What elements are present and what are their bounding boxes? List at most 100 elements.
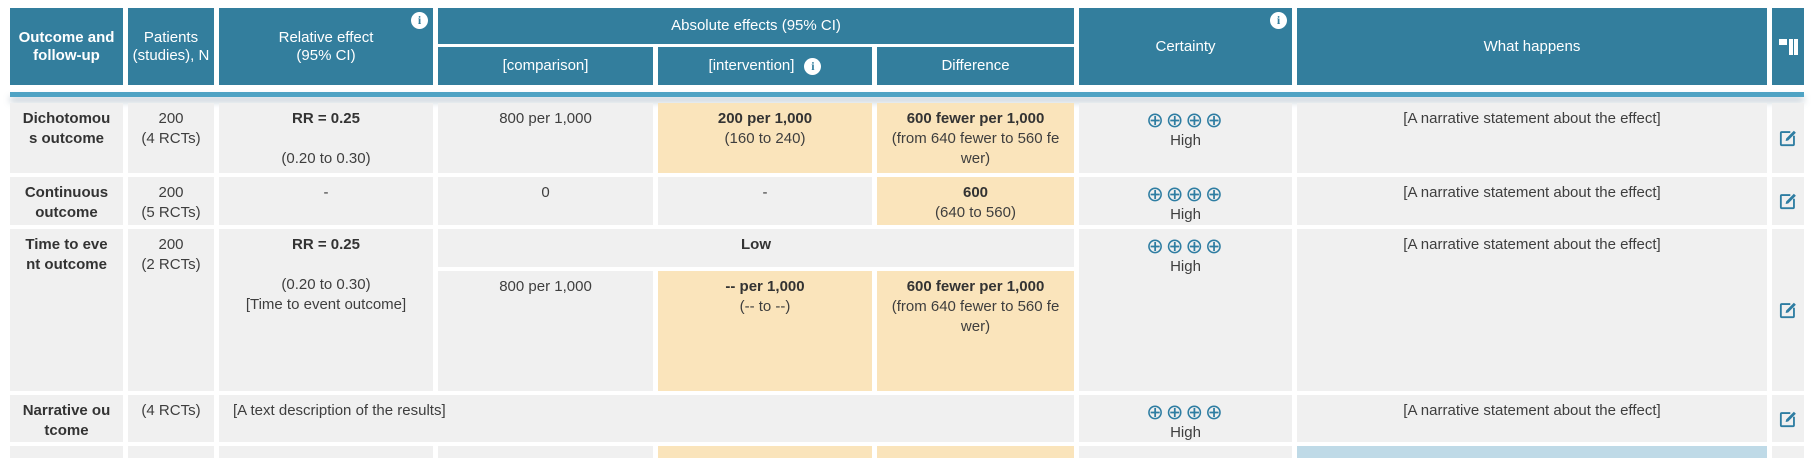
difference-value: 600 fewer per 1,000 xyxy=(906,278,1045,295)
intervention-ci: (-- to --) xyxy=(739,298,791,315)
cell-edit xyxy=(1772,395,1804,442)
intervention-value: -- per 1,000 xyxy=(725,278,805,295)
cell-patients: (4 RCTs) xyxy=(128,395,214,442)
table-body: Dichotomous outcome 200 (4 RCTs) RR = 0.… xyxy=(10,103,1804,458)
cell-certainty: ⊕⊕⊕⊕ High xyxy=(1079,103,1292,173)
patients-n: 200 xyxy=(158,110,184,127)
difference-ci: (640 to 560) xyxy=(935,204,1016,221)
certainty-plus-icons: ⊕⊕⊕⊕ xyxy=(1146,108,1225,132)
relative-ci: (0.20 to 0.30) xyxy=(281,150,371,167)
cell-intervention xyxy=(658,446,872,458)
intervention-ci: (160 to 240) xyxy=(724,130,806,147)
header-patients-label: Patients (studies), N xyxy=(132,28,210,64)
edit-row-button[interactable] xyxy=(1777,127,1799,149)
cell-what-happens: [A narrative statement about the effect] xyxy=(1297,229,1767,391)
header-comparison-label: [comparison] xyxy=(502,57,589,74)
header-divider xyxy=(10,92,1804,97)
cell-intervention: -- per 1,000 (-- to --) xyxy=(658,271,872,391)
cell-outcome: Continuous outcome xyxy=(10,177,123,225)
cell-relative-effect: - xyxy=(219,177,433,225)
cell-certainty: ⊕⊕⊕⊕ High xyxy=(1079,395,1292,442)
patients-studies: (5 RCTs) xyxy=(141,204,201,221)
header-what-happens: What happens xyxy=(1297,8,1767,85)
cell-certainty: ⊕⊕⊕⊕ High xyxy=(1079,229,1292,391)
cell-difference xyxy=(877,446,1074,458)
cell-comparison: 800 per 1,000 xyxy=(438,103,653,173)
header-relative-effect: Relative effect (95% CI) i xyxy=(219,8,433,85)
cell-edit xyxy=(1772,446,1804,458)
cell-intervention: 200 per 1,000 (160 to 240) xyxy=(658,103,872,173)
header-comparison: [comparison] xyxy=(438,47,653,85)
cell-comparison: 0 xyxy=(438,177,653,225)
patients-studies: (2 RCTs) xyxy=(141,256,201,273)
certainty-plus-icons: ⊕⊕⊕⊕ xyxy=(1146,182,1225,206)
header-patients: Patients (studies), N xyxy=(128,8,214,85)
header-difference-label: Difference xyxy=(941,57,1010,74)
header-certainty: Certainty i xyxy=(1079,8,1292,85)
header-difference: Difference xyxy=(877,47,1074,85)
cell-comparison xyxy=(438,446,653,458)
cell-difference: 600 fewer per 1,000 (from 640 fewer to 5… xyxy=(877,103,1074,173)
summary-of-findings-table: Outcome and follow-up Patients (studies)… xyxy=(10,8,1804,458)
cell-certainty xyxy=(1079,446,1292,458)
cell-difference: 600 fewer per 1,000 (from 640 fewer to 5… xyxy=(877,271,1074,391)
cell-relative-effect: RR = 0.25 (0.20 to 0.30) xyxy=(219,103,433,173)
edit-row-button[interactable] xyxy=(1777,190,1799,212)
edit-pencil-icon xyxy=(1779,302,1796,319)
cell-outcome: Time to event outcome xyxy=(10,229,123,391)
intervention-value: 200 per 1,000 xyxy=(717,110,813,127)
header-certainty-label: Certainty xyxy=(1155,37,1216,55)
cell-patients: 200 (2 RCTs) xyxy=(128,229,214,391)
cell-relative-effect: RR = 0.25 (0.20 to 0.30) [Time to event … xyxy=(219,229,433,391)
cell-edit xyxy=(1772,103,1804,173)
relative-value: RR = 0.25 xyxy=(292,236,360,253)
header-relative-effect-label: Relative effect (95% CI) xyxy=(278,28,374,64)
cell-patients: 200 (4 RCTs) xyxy=(128,103,214,173)
cell-what-happens: [A narrative statement about the effect] xyxy=(1297,177,1767,225)
certainty-label: High xyxy=(1170,132,1201,149)
cell-outcome xyxy=(10,446,123,458)
difference-ci: (from 640 fewer to 560 fewer) xyxy=(891,130,1060,167)
certainty-label: High xyxy=(1170,424,1201,441)
info-icon[interactable]: i xyxy=(411,12,428,29)
certainty-label: High xyxy=(1170,206,1201,223)
cell-edit xyxy=(1772,229,1804,391)
difference-ci: (from 640 fewer to 560 fewer) xyxy=(891,298,1060,335)
header-outcome: Outcome and follow-up xyxy=(10,8,123,85)
cell-difference: 600 (640 to 560) xyxy=(877,177,1074,225)
cell-what-happens xyxy=(1297,446,1767,458)
relative-ci: (0.20 to 0.30) xyxy=(281,276,371,293)
certainty-plus-icons: ⊕⊕⊕⊕ xyxy=(1146,234,1225,258)
relative-value: RR = 0.25 xyxy=(292,110,360,127)
cell-patients xyxy=(128,446,214,458)
patients-studies: (4 RCTs) xyxy=(141,130,201,147)
header-absolute-effects: Absolute effects (95% CI) xyxy=(438,8,1074,44)
cell-edit xyxy=(1772,177,1804,225)
header-intervention-label: [intervention] xyxy=(708,57,795,74)
edit-row-button[interactable] xyxy=(1777,408,1799,430)
header-column-settings[interactable] xyxy=(1772,8,1804,85)
cell-outcome: Narrative outcome xyxy=(10,395,123,442)
table-columns-icon xyxy=(1778,38,1798,55)
header-outcome-label: Outcome and follow-up xyxy=(18,28,115,64)
certainty-plus-icons: ⊕⊕⊕⊕ xyxy=(1146,400,1225,424)
certainty-label: High xyxy=(1170,258,1201,275)
cell-what-happens: [A narrative statement about the effect] xyxy=(1297,103,1767,173)
edit-row-button[interactable] xyxy=(1777,299,1799,321)
cell-comparison: 800 per 1,000 xyxy=(438,271,653,391)
difference-value: 600 fewer per 1,000 xyxy=(906,110,1045,127)
cell-intervention: - xyxy=(658,177,872,225)
cell-group-label: Low xyxy=(438,229,1074,267)
cell-narrative-description: [A text description of the results] xyxy=(219,395,1074,442)
edit-pencil-icon xyxy=(1779,193,1796,210)
info-icon[interactable]: i xyxy=(1270,12,1287,29)
relative-note: [Time to event outcome] xyxy=(245,296,407,313)
header-what-happens-label: What happens xyxy=(1483,37,1581,55)
cell-outcome: Dichotomous outcome xyxy=(10,103,123,173)
info-icon[interactable]: i xyxy=(804,57,822,75)
cell-certainty: ⊕⊕⊕⊕ High xyxy=(1079,177,1292,225)
header-intervention: [intervention] i xyxy=(658,47,872,85)
difference-value: 600 xyxy=(962,184,989,201)
edit-pencil-icon xyxy=(1779,130,1796,147)
cell-patients: 200 (5 RCTs) xyxy=(128,177,214,225)
